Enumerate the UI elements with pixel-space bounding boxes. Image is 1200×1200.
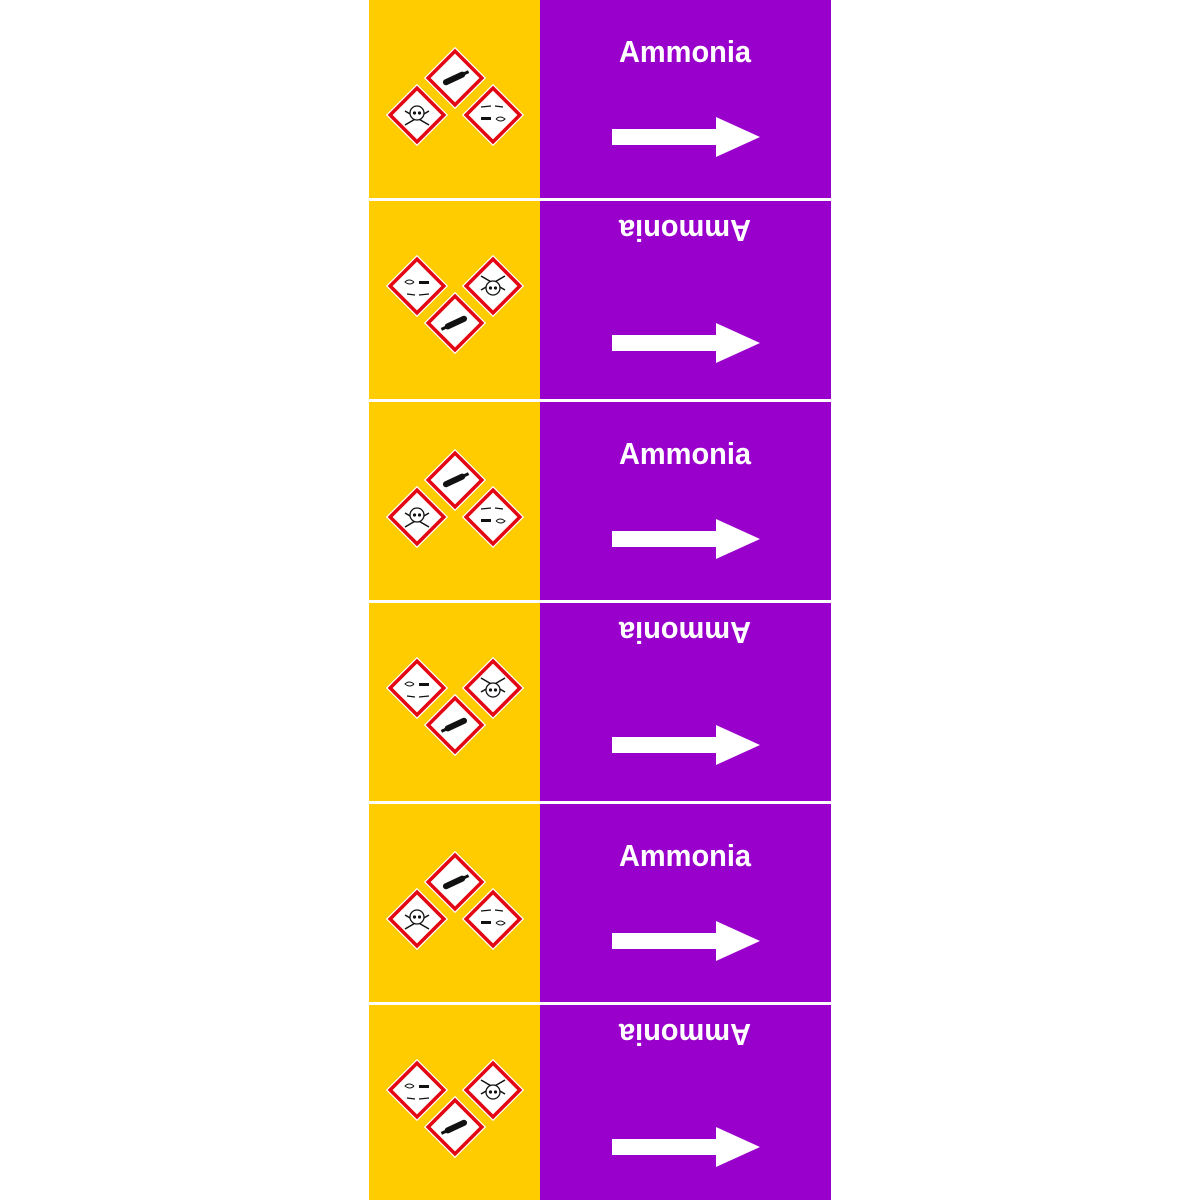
marker-segment: Ammonia bbox=[369, 201, 831, 399]
pipe-color-field bbox=[540, 1005, 831, 1200]
medium-label: Ammonia bbox=[619, 838, 752, 873]
gas-cylinder-icon bbox=[423, 693, 487, 757]
gas-cylinder-icon bbox=[423, 46, 487, 110]
skull-crossbones-icon bbox=[461, 254, 525, 318]
medium-label: Ammonia bbox=[618, 213, 751, 248]
ghs-pictogram-group bbox=[385, 448, 525, 549]
flow-arrow-icon bbox=[612, 1127, 760, 1167]
pipe-color-field bbox=[540, 0, 831, 198]
ghs-pictogram-group bbox=[385, 850, 525, 951]
corrosion-icon bbox=[385, 254, 449, 318]
ghs-pictogram-group bbox=[385, 46, 525, 147]
skull-crossbones-icon bbox=[385, 887, 449, 951]
flow-arrow-icon bbox=[612, 725, 760, 765]
medium-label: Ammonia bbox=[619, 436, 752, 471]
marker-segment: Ammonia bbox=[369, 0, 831, 198]
skull-crossbones-icon bbox=[385, 485, 449, 549]
pipe-color-field bbox=[540, 201, 831, 399]
flow-arrow-icon bbox=[612, 921, 760, 961]
medium-label: Ammonia bbox=[619, 34, 752, 69]
skull-crossbones-icon bbox=[461, 656, 525, 720]
marker-segment: Ammonia bbox=[369, 603, 831, 801]
marker-segment: Ammonia bbox=[369, 1005, 831, 1200]
pipe-color-field bbox=[540, 603, 831, 801]
skull-crossbones-icon bbox=[385, 83, 449, 147]
medium-label: Ammonia bbox=[618, 615, 751, 650]
corrosion-icon bbox=[461, 83, 525, 147]
gas-cylinder-icon bbox=[423, 448, 487, 512]
pipe-color-field bbox=[540, 402, 831, 600]
marker-segment: Ammonia bbox=[369, 402, 831, 600]
flow-arrow-icon bbox=[612, 519, 760, 559]
flow-arrow-icon bbox=[612, 117, 760, 157]
ghs-pictogram-group bbox=[385, 656, 525, 757]
corrosion-icon bbox=[461, 485, 525, 549]
marker-segment: Ammonia bbox=[369, 804, 831, 1002]
ghs-pictogram-group bbox=[385, 254, 525, 355]
flow-arrow-icon bbox=[612, 323, 760, 363]
medium-label: Ammonia bbox=[618, 1017, 751, 1052]
gas-cylinder-icon bbox=[423, 850, 487, 914]
gas-cylinder-icon bbox=[423, 291, 487, 355]
pipe-color-field bbox=[540, 804, 831, 1002]
corrosion-icon bbox=[385, 656, 449, 720]
corrosion-icon bbox=[461, 887, 525, 951]
